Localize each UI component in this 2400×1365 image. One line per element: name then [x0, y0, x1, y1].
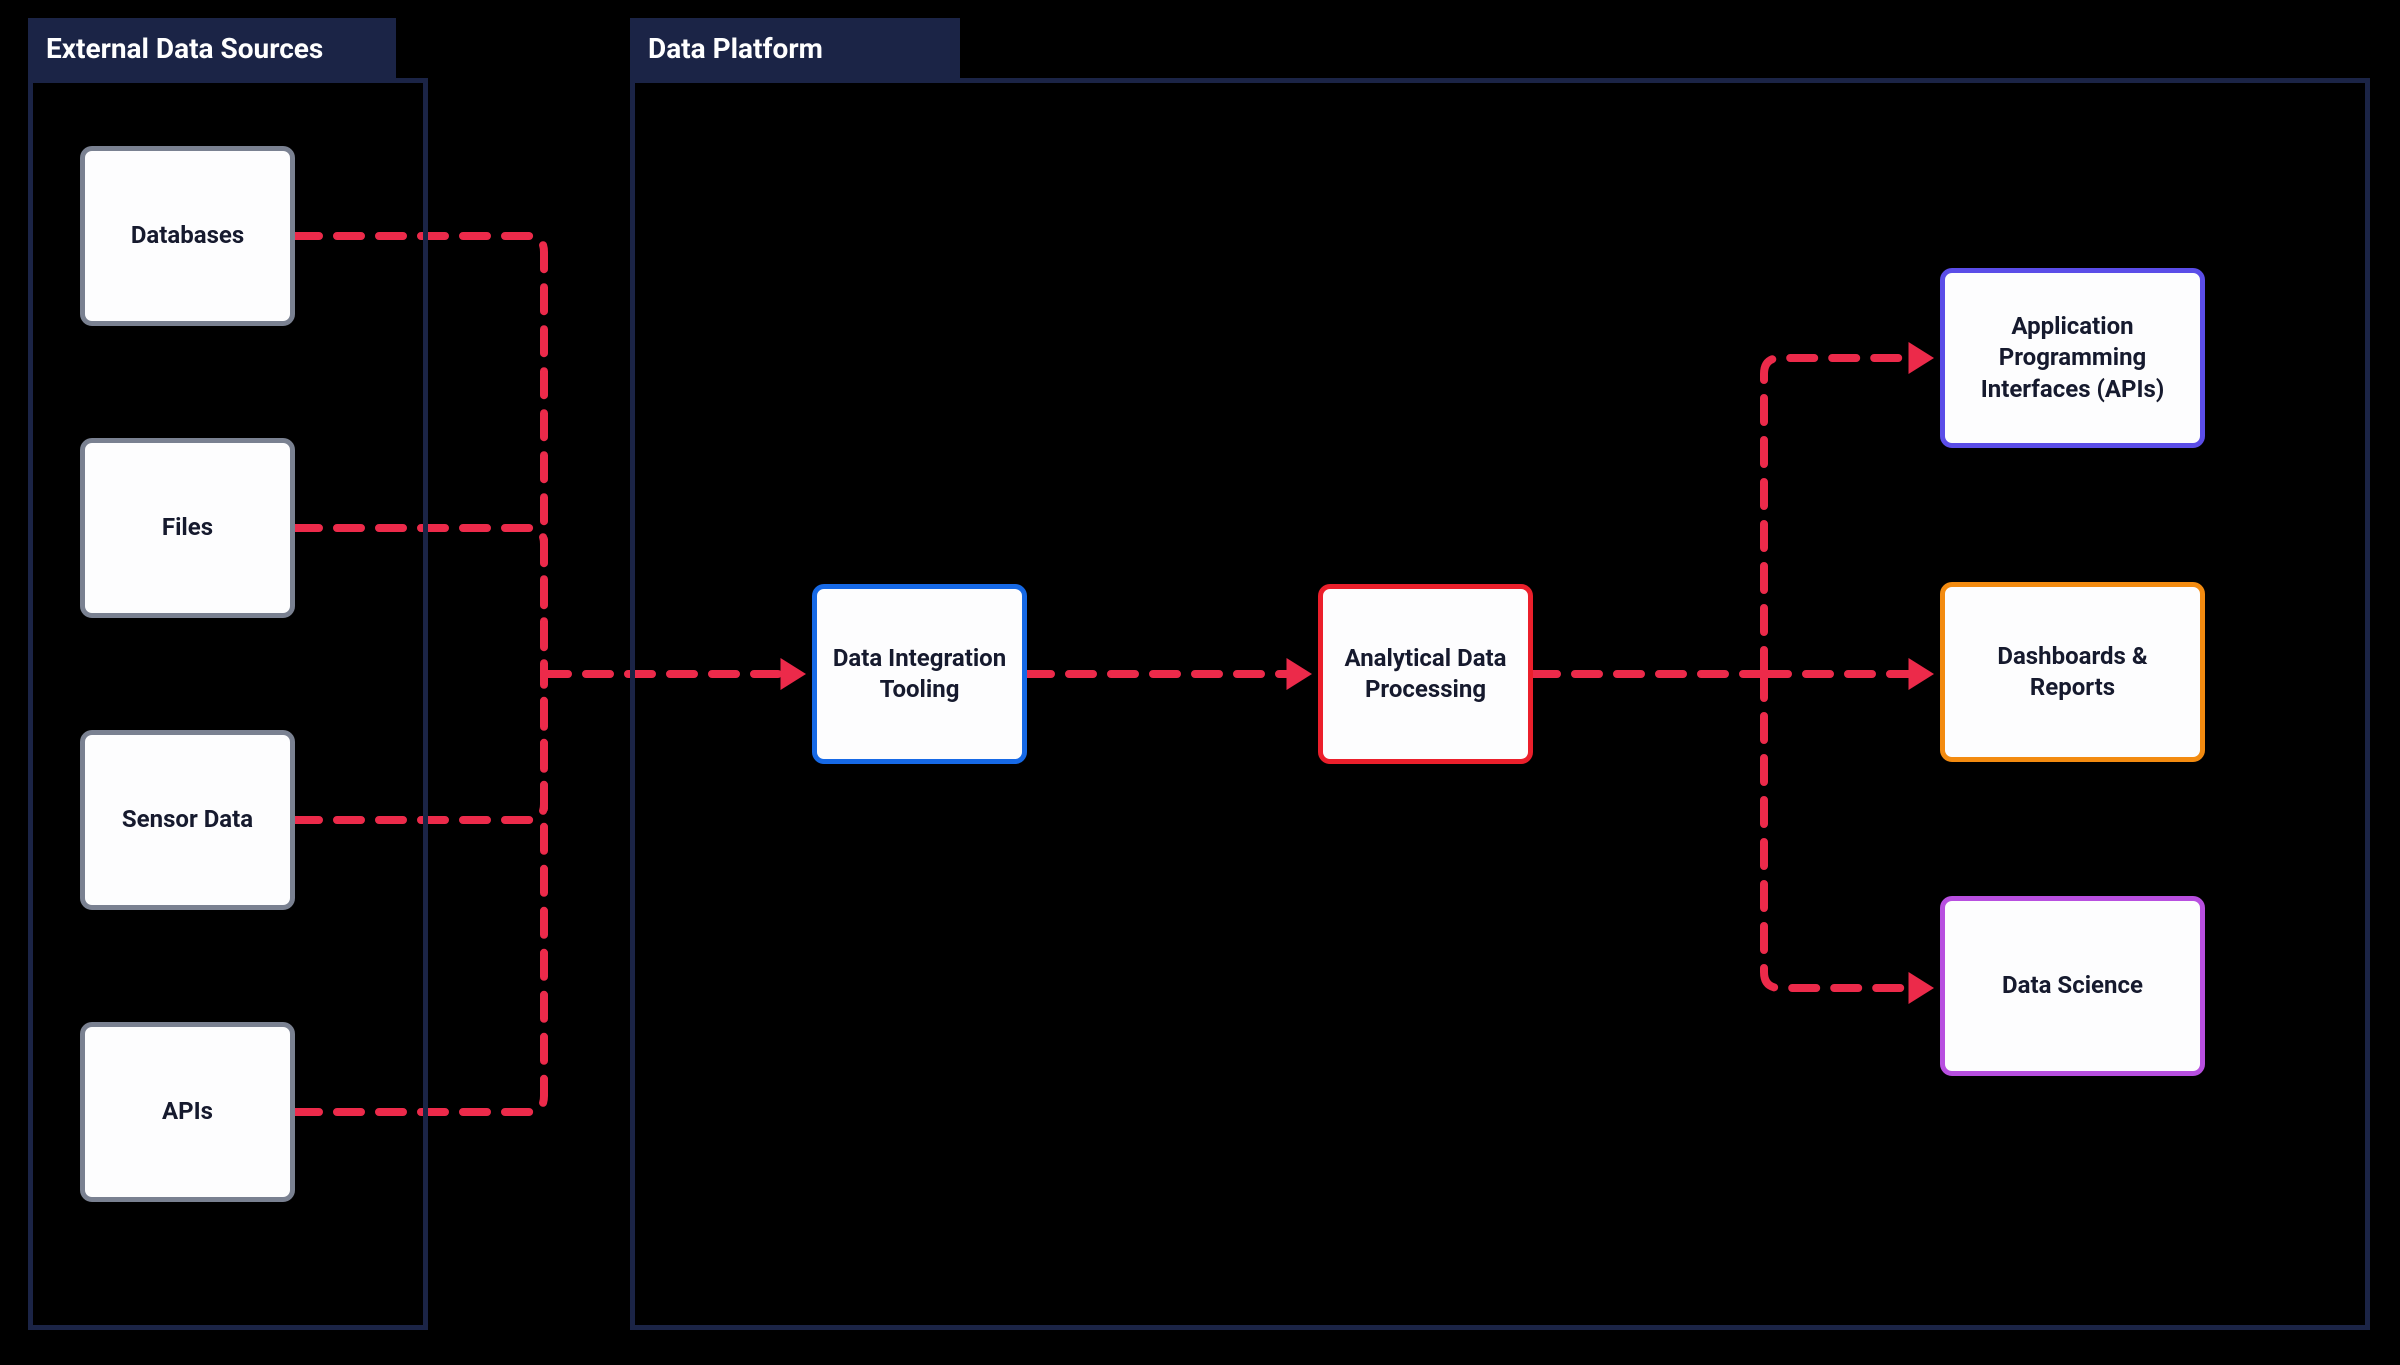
group-tab-external: External Data Sources — [28, 18, 396, 78]
node-data-science: Data Science — [1940, 896, 2205, 1076]
node-apis-output: Application Programming Interfaces (APIs… — [1940, 268, 2205, 448]
node-label: Data Science — [2002, 970, 2143, 1001]
node-databases: Databases — [80, 146, 295, 326]
node-label: Application Programming Interfaces (APIs… — [1957, 311, 2188, 405]
node-dashboards-reports: Dashboards & Reports — [1940, 582, 2205, 762]
node-files: Files — [80, 438, 295, 618]
architecture-diagram: External Data Sources Data Platform Data… — [0, 0, 2400, 1365]
group-label-platform: Data Platform — [648, 32, 823, 65]
node-sensor-data: Sensor Data — [80, 730, 295, 910]
node-label: Sensor Data — [122, 804, 253, 835]
node-label: Databases — [131, 220, 244, 251]
node-label: APIs — [162, 1096, 213, 1127]
node-data-integration-tooling: Data Integration Tooling — [812, 584, 1027, 764]
node-label: Data Integration Tooling — [829, 643, 1010, 705]
node-analytical-data-processing: Analytical Data Processing — [1318, 584, 1533, 764]
group-label-external: External Data Sources — [46, 32, 323, 65]
group-tab-platform: Data Platform — [630, 18, 960, 78]
node-label: Analytical Data Processing — [1335, 643, 1516, 705]
node-label: Files — [162, 512, 213, 543]
node-apis-source: APIs — [80, 1022, 295, 1202]
node-label: Dashboards & Reports — [1957, 641, 2188, 703]
